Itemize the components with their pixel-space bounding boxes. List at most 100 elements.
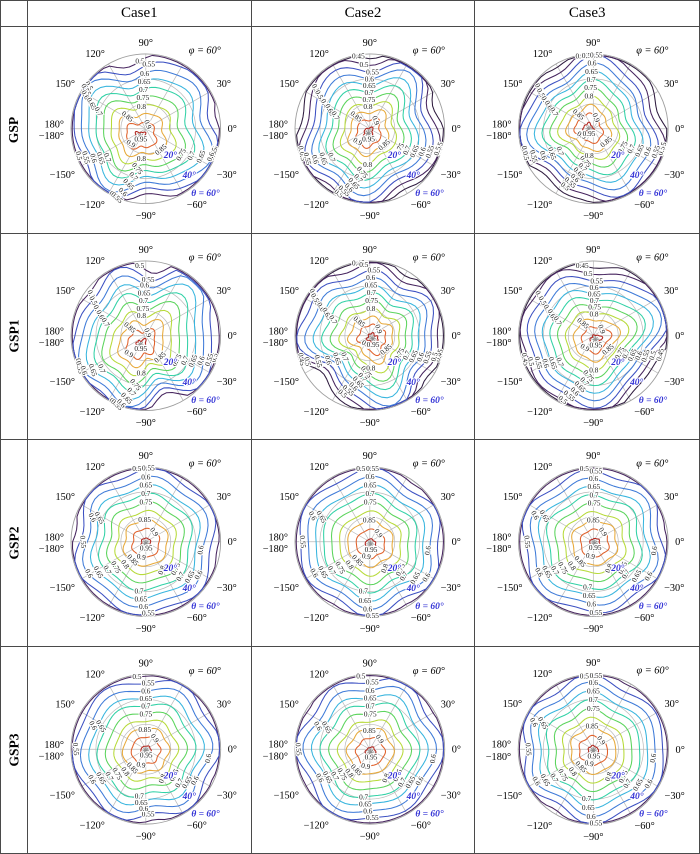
svg-text:90°: 90° [362,244,376,255]
svg-text:0.5: 0.5 [580,671,589,680]
column-header-case2: Case2 [251,1,476,27]
radial-tick-labels: 20° 40° θ = 60° [385,149,444,200]
svg-text:−90°: −90° [136,418,156,429]
polar-contour-plot: 0.50.550.60.650.70.750.850.60.650.60.650… [262,658,460,842]
svg-text:0.55: 0.55 [142,810,155,818]
svg-text:90°: 90° [362,38,376,49]
svg-text:0.6: 0.6 [538,150,548,161]
svg-text:0.55: 0.55 [298,535,307,549]
panel-gsp3-case1: 0.5 0.55 0.6 0.65 0.7 0.75 0.85 0.6 0.65 0.6 0.65 0… [28,646,252,853]
svg-text:40°: 40° [629,170,643,181]
svg-text:θ = 60°: θ = 60° [415,394,444,405]
svg-text:θ = 60°: θ = 60° [639,188,668,199]
svg-text:−150°: −150° [50,790,75,801]
svg-text:0.85: 0.85 [138,516,151,524]
svg-text:0.55: 0.55 [590,52,603,60]
svg-text:0.45: 0.45 [520,145,530,159]
svg-text:0.95: 0.95 [590,341,603,349]
radial-tick-labels: 20° 40° θ = 60° [385,355,444,406]
svg-text:0.65: 0.65 [588,483,601,491]
radial-tick-labels: 20° 40° θ = 60° [610,769,669,820]
svg-text:−90°: −90° [584,418,604,429]
svg-text:−90°: −90° [359,831,379,842]
svg-text:0.65: 0.65 [364,281,377,289]
svg-text:0°: 0° [228,124,237,135]
center-marker [137,341,144,348]
svg-text:θ = 60°: θ = 60° [415,601,444,612]
svg-text:−120°: −120° [303,407,328,418]
contour-lines [71,54,220,201]
svg-text:φ = 60°: φ = 60° [412,458,444,469]
svg-text:−90°: −90° [136,211,156,222]
svg-text:180°: 180° [492,326,512,337]
svg-text:0.6: 0.6 [589,475,598,483]
svg-text:−30°: −30° [440,170,460,181]
svg-text:−150°: −150° [273,790,298,801]
svg-text:−90°: −90° [136,624,156,635]
svg-text:0.55: 0.55 [142,679,155,687]
svg-text:−30°: −30° [664,170,684,181]
svg-text:150°: 150° [503,285,523,296]
center-marker [364,130,372,137]
svg-text:40°: 40° [405,377,419,388]
svg-text:0.8: 0.8 [363,103,372,111]
center-marker [590,747,597,754]
svg-text:0.75: 0.75 [364,710,377,718]
svg-text:0.65: 0.65 [139,482,152,490]
center-marker [366,540,374,548]
column-header-label: Case2 [344,5,382,21]
svg-text:0.55: 0.55 [142,275,155,283]
svg-text:0.55: 0.55 [366,465,379,473]
svg-text:0°: 0° [675,331,684,342]
panel-gsp2-case3: 0.5 0.55 0.6 0.65 0.7 0.75 0.85 0.6 0.65 0.6 0.65 0… [475,440,699,647]
svg-text:0.65: 0.65 [138,289,151,297]
polar-contour-plot: 0.450.50.550.60.650.70.750.80.50.550.60.… [487,244,685,429]
svg-text:−60°: −60° [635,820,655,831]
svg-text:0.55: 0.55 [142,465,155,473]
svg-text:0.5: 0.5 [582,52,591,60]
svg-text:180°: 180° [268,532,288,543]
svg-text:0.65: 0.65 [585,68,598,76]
svg-text:0.9: 0.9 [373,733,385,745]
svg-text:0.5: 0.5 [135,58,144,66]
row-header-gsp: GSP [1,27,28,234]
polar-contour-plot: 0.50.550.60.650.70.750.850.60.650.60.650… [39,658,237,842]
center-marker [137,133,144,140]
svg-text:−180°: −180° [39,338,64,349]
svg-text:0.7: 0.7 [135,792,144,800]
svg-text:0.6: 0.6 [323,354,333,365]
svg-text:−60°: −60° [410,820,430,831]
contour-lines [519,263,668,410]
svg-text:150°: 150° [55,285,75,296]
svg-text:40°: 40° [405,170,419,181]
svg-text:0.45: 0.45 [296,352,306,366]
svg-text:θ = 60°: θ = 60° [191,808,220,819]
radial-tick-labels: 20° 40° θ = 60° [162,355,221,406]
svg-text:20°: 20° [163,563,177,574]
svg-text:0.65: 0.65 [363,82,376,90]
contour-lines [71,262,220,410]
svg-text:0°: 0° [451,744,460,755]
svg-text:−60°: −60° [635,407,655,418]
svg-text:−180°: −180° [39,131,64,142]
svg-text:0.7: 0.7 [365,702,374,710]
svg-text:0.85: 0.85 [363,726,376,734]
center-marker [142,540,150,547]
svg-text:0.6: 0.6 [310,154,320,165]
svg-text:−30°: −30° [217,170,237,181]
svg-text:0.85: 0.85 [587,516,600,524]
svg-text:0.7: 0.7 [134,587,143,595]
svg-text:0.6: 0.6 [423,545,433,556]
svg-text:180°: 180° [44,326,64,337]
svg-text:0.9: 0.9 [361,552,372,562]
contour-lines [295,261,444,410]
center-marker [592,335,600,343]
svg-text:0.8: 0.8 [137,103,146,111]
svg-text:0.55: 0.55 [366,612,379,620]
svg-text:−150°: −150° [50,377,75,388]
svg-text:0.75: 0.75 [364,499,377,507]
svg-text:−120°: −120° [80,613,105,624]
svg-text:0.95: 0.95 [588,751,601,760]
panel-gsp-case3: 0.45 0.5 0.55 0.6 0.65 0.7 0.75 0.8 0.5 0.55 0.6 0.… [475,27,699,234]
